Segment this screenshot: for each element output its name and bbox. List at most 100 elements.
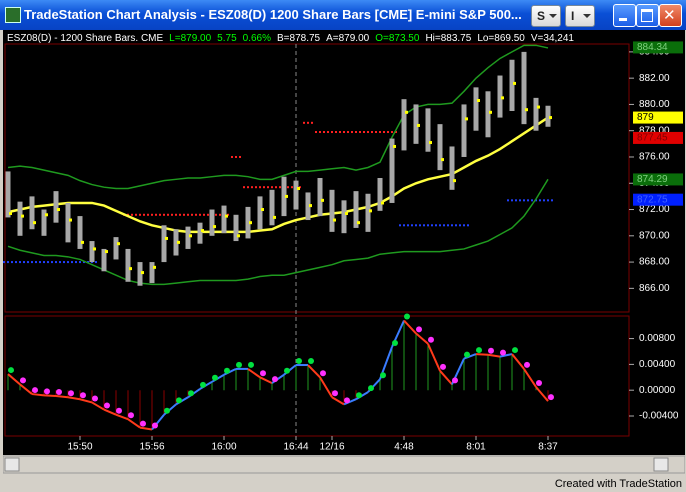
price-bar bbox=[197, 222, 203, 244]
level-dot bbox=[387, 131, 389, 134]
oscillator-line bbox=[127, 418, 141, 429]
oscillator-line bbox=[79, 398, 93, 404]
oscillator-line bbox=[115, 413, 129, 421]
scroll-right[interactable] bbox=[653, 457, 669, 472]
price-label: 884.34 bbox=[637, 42, 668, 53]
price-bar bbox=[317, 178, 323, 217]
oscillator-line bbox=[475, 353, 489, 356]
price-label-box bbox=[633, 173, 683, 186]
close-dot bbox=[93, 247, 96, 251]
level-dot bbox=[451, 224, 453, 227]
level-dot bbox=[519, 199, 521, 202]
price-bar bbox=[461, 104, 467, 157]
oscillator-panel-frame bbox=[4, 315, 630, 437]
oscillator-dot bbox=[104, 402, 110, 409]
level-dot bbox=[155, 213, 157, 216]
price-label: 874.29 bbox=[637, 174, 668, 185]
oscillator-dot bbox=[80, 392, 86, 399]
oscillator-line bbox=[307, 364, 321, 378]
level-dot bbox=[251, 186, 253, 189]
level-dot bbox=[59, 261, 61, 264]
level-dot bbox=[203, 213, 205, 216]
level-dot bbox=[431, 224, 433, 227]
oscillator-dot bbox=[164, 407, 170, 414]
price-label-box bbox=[633, 131, 683, 144]
close-dot bbox=[489, 110, 492, 114]
level-dot bbox=[287, 186, 289, 189]
price-bar bbox=[269, 189, 275, 226]
price-label: 872.75 bbox=[637, 194, 668, 205]
oscillator-line bbox=[499, 353, 513, 358]
price-bar bbox=[173, 229, 179, 256]
close-dot bbox=[309, 204, 312, 208]
y-tick-label: 870.00 bbox=[639, 230, 670, 241]
oscillator-line bbox=[55, 395, 69, 399]
oscillator-dot bbox=[152, 422, 158, 429]
close-button[interactable]: ✕ bbox=[659, 4, 682, 27]
level-dot bbox=[367, 131, 369, 134]
close-dot bbox=[213, 225, 216, 229]
close-dot bbox=[33, 221, 36, 225]
close-dot bbox=[225, 214, 228, 218]
oscillator-dot bbox=[368, 385, 374, 392]
level-dot bbox=[183, 213, 185, 216]
close-dot bbox=[153, 265, 156, 269]
oscillator-dot bbox=[404, 313, 410, 320]
scrollbar[interactable] bbox=[3, 455, 685, 474]
oscillator-dot bbox=[296, 358, 302, 365]
level-dot bbox=[207, 213, 209, 216]
oscillator-dot bbox=[536, 379, 542, 386]
close-dot bbox=[537, 105, 540, 109]
oscillator-dot bbox=[464, 351, 470, 358]
price-bar bbox=[17, 201, 23, 236]
close-dot bbox=[165, 236, 168, 240]
close-dot bbox=[297, 187, 300, 191]
price-bar bbox=[41, 209, 47, 236]
oscillator-line bbox=[7, 373, 21, 386]
price-label: 879 bbox=[637, 112, 654, 123]
level-dot bbox=[87, 261, 89, 264]
header-item: 5.75 bbox=[217, 33, 237, 44]
level-dot bbox=[175, 213, 177, 216]
oscillator-dot bbox=[500, 349, 506, 356]
oscillator-line bbox=[343, 398, 357, 406]
price-bar bbox=[353, 191, 359, 228]
level-dot bbox=[455, 224, 457, 227]
header-item: L=879.00 bbox=[169, 33, 211, 44]
x-tick-label: 12/16 bbox=[319, 442, 344, 453]
price-bar bbox=[449, 146, 455, 190]
maximize-button[interactable] bbox=[636, 4, 659, 27]
y-tick-label: -0.00400 bbox=[639, 411, 679, 422]
header-item: A=879.00 bbox=[326, 33, 370, 44]
level-dot bbox=[307, 121, 309, 124]
level-dot bbox=[383, 131, 385, 134]
level-dot bbox=[335, 131, 337, 134]
level-dot bbox=[147, 213, 149, 216]
price-label: 877.45 bbox=[637, 133, 668, 144]
dropdown[interactable]: S bbox=[531, 5, 561, 27]
level-dot bbox=[411, 224, 413, 227]
oscillator-line bbox=[319, 376, 333, 398]
level-dot bbox=[359, 131, 361, 134]
level-dot bbox=[539, 199, 541, 202]
level-dot bbox=[235, 155, 237, 158]
price-label-box bbox=[633, 111, 683, 124]
price-bar bbox=[305, 192, 311, 221]
level-dot bbox=[331, 131, 333, 134]
oscillator-line bbox=[259, 376, 273, 384]
band-line bbox=[7, 44, 549, 190]
oscillator-dot bbox=[200, 381, 206, 388]
level-dot bbox=[231, 155, 233, 158]
close-dot bbox=[9, 211, 12, 215]
close-dot bbox=[525, 108, 528, 112]
level-dot bbox=[7, 261, 9, 264]
minimize-button[interactable] bbox=[613, 4, 636, 27]
scroll-left[interactable] bbox=[4, 457, 20, 472]
oscillator-dot bbox=[260, 370, 266, 377]
level-dot bbox=[419, 224, 421, 227]
price-label-box bbox=[633, 41, 683, 54]
dropdown[interactable]: I bbox=[565, 5, 595, 27]
close-dot bbox=[393, 144, 396, 148]
price-bar bbox=[401, 99, 407, 151]
